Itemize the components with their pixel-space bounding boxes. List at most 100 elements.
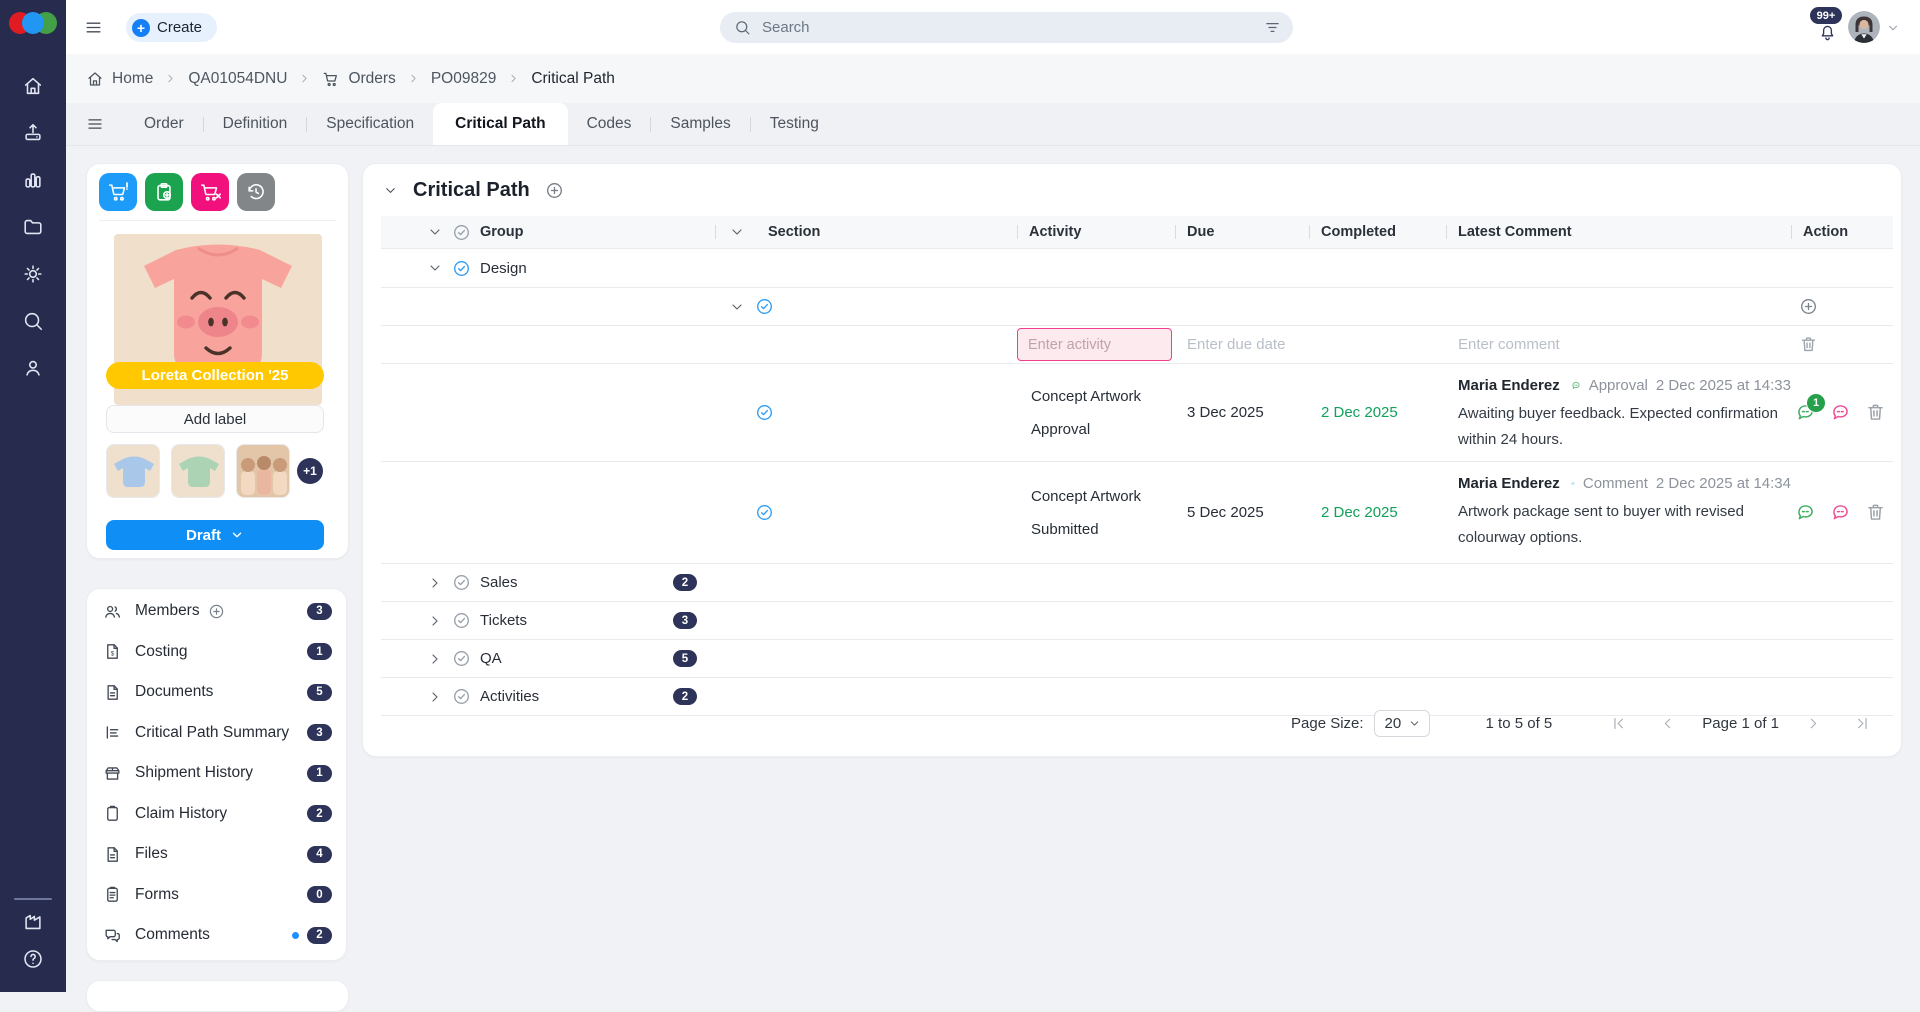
breadcrumb-style[interactable]: QA01054DNU (188, 69, 288, 87)
avatar[interactable] (1848, 11, 1880, 43)
thumbnail-green-onesie[interactable] (171, 444, 225, 498)
collapse-chevron-icon[interactable] (383, 183, 398, 198)
check-circle-icon[interactable] (452, 259, 471, 278)
breadcrumb-home[interactable]: Home (86, 70, 153, 88)
menu-item-files[interactable]: Files 4 (87, 834, 346, 875)
breadcrumb-order-number[interactable]: PO09829 (430, 69, 497, 87)
group-row-sales[interactable]: Sales 2 (381, 564, 1893, 602)
task-row-concept-artwork-submitted[interactable]: Concept Artwork Submitted 5 Dec 2025 2 D… (381, 462, 1893, 564)
factory-icon[interactable] (22, 911, 44, 933)
next-page-icon[interactable] (1805, 715, 1822, 732)
chevron-down-icon[interactable] (729, 299, 745, 315)
tab-critical-path[interactable]: Critical Path (433, 103, 568, 145)
hamburger-menu-icon[interactable] (84, 18, 103, 37)
menu-item-documents[interactable]: Documents 5 (87, 672, 346, 713)
history-button[interactable] (237, 173, 275, 211)
analytics-icon[interactable] (22, 169, 44, 191)
tab-definition[interactable]: Definition (222, 115, 288, 132)
tab-samples[interactable]: Samples (670, 115, 731, 132)
reject-comments-button[interactable] (1830, 502, 1851, 523)
breadcrumb-separator-icon (507, 72, 520, 85)
order-cart-button[interactable] (99, 173, 137, 211)
delete-row-icon[interactable] (1799, 335, 1818, 354)
menu-item-members[interactable]: Members 3 (87, 591, 346, 632)
activity-input[interactable] (1017, 328, 1172, 361)
breadcrumb-orders[interactable]: Orders (322, 70, 396, 88)
thumbnail-babies-photo[interactable] (236, 444, 290, 498)
tab-testing[interactable]: Testing (769, 115, 819, 132)
menu-item-claim-history[interactable]: Claim History 2 (87, 794, 346, 835)
delete-task-button[interactable] (1865, 402, 1886, 423)
group-row-tickets[interactable]: Tickets 3 (381, 602, 1893, 640)
tab-codes[interactable]: Codes (586, 115, 632, 132)
thumbnail-blue-onesie[interactable] (106, 444, 160, 498)
check-circle-icon[interactable] (755, 297, 774, 316)
check-circle-icon[interactable] (452, 573, 471, 592)
notifications-button[interactable]: 99+ (1810, 7, 1844, 45)
user-icon[interactable] (22, 357, 44, 379)
menu-item-costing[interactable]: Costing 1 (87, 632, 346, 673)
delete-task-button[interactable] (1865, 502, 1886, 523)
search-input[interactable] (760, 18, 1255, 37)
check-circle-icon[interactable] (452, 611, 471, 630)
first-page-icon[interactable] (1610, 715, 1627, 732)
group-label: QA (480, 650, 502, 667)
approval-comments-button[interactable] (1795, 502, 1816, 523)
chevron-down-icon[interactable] (729, 224, 745, 240)
help-icon[interactable] (22, 948, 44, 970)
due-date-placeholder[interactable]: Enter due date (1187, 336, 1286, 353)
menu-item-shipment-history[interactable]: Shipment History 1 (87, 753, 346, 794)
add-label-button[interactable]: Add label (106, 405, 324, 433)
last-page-icon[interactable] (1854, 715, 1871, 732)
chevron-down-icon[interactable] (427, 224, 443, 240)
clipboard-plus-icon (153, 181, 175, 203)
folder-icon[interactable] (22, 216, 44, 238)
menu-item-critical-path-summary[interactable]: Critical Path Summary 3 (87, 713, 346, 754)
group-row-design[interactable]: Design (381, 249, 1893, 288)
check-circle-icon[interactable] (452, 649, 471, 668)
due-date[interactable]: 3 Dec 2025 (1187, 404, 1264, 421)
account-chevron-down-icon[interactable] (1886, 21, 1900, 35)
more-images-badge[interactable]: +1 (297, 458, 323, 484)
reject-comments-button[interactable] (1830, 402, 1851, 423)
completed-date[interactable]: 2 Dec 2025 (1321, 504, 1398, 521)
create-button[interactable]: + Create (126, 13, 218, 42)
menu-item-forms[interactable]: Forms 0 (87, 875, 346, 916)
chevron-right-icon[interactable] (427, 613, 443, 629)
add-critical-path-icon[interactable] (545, 181, 564, 200)
settings-gear-icon[interactable] (22, 263, 44, 285)
home-icon[interactable] (22, 75, 44, 97)
search-rail-icon[interactable] (22, 310, 44, 332)
chevron-right-icon[interactable] (427, 651, 443, 667)
status-dropdown-button[interactable]: Draft (106, 520, 324, 550)
task-row-concept-artwork-approval[interactable]: Concept Artwork Approval 3 Dec 2025 2 De… (381, 364, 1893, 462)
previous-page-icon[interactable] (1659, 715, 1676, 732)
check-circle-icon[interactable] (755, 403, 774, 422)
add-activity-icon[interactable] (1799, 297, 1818, 316)
menu-item-comments[interactable]: Comments 2 (87, 915, 346, 956)
tab-specification[interactable]: Specification (326, 115, 415, 132)
collection-label-badge[interactable]: Loreta Collection '25 (106, 362, 324, 389)
page-size-select[interactable]: 20 (1373, 710, 1430, 737)
chevron-down-icon[interactable] (427, 260, 443, 276)
group-row-qa[interactable]: QA 5 (381, 640, 1893, 678)
completed-date[interactable]: 2 Dec 2025 (1321, 404, 1398, 421)
group-row-activities[interactable]: Activities 2 (381, 678, 1893, 716)
comment-placeholder[interactable]: Enter comment (1458, 336, 1560, 353)
chevron-right-icon[interactable] (427, 689, 443, 705)
upload-icon[interactable] (22, 122, 44, 144)
approval-comments-button[interactable]: 1 (1795, 393, 1826, 423)
filter-icon[interactable] (1264, 19, 1281, 36)
add-member-icon[interactable] (208, 603, 225, 620)
tabs-menu-icon[interactable] (86, 115, 104, 133)
check-circle-icon[interactable] (452, 687, 471, 706)
app-logo[interactable] (9, 12, 57, 36)
check-circle-icon[interactable] (452, 223, 471, 242)
due-date[interactable]: 5 Dec 2025 (1187, 504, 1264, 521)
add-to-order-button[interactable] (145, 173, 183, 211)
chevron-right-icon[interactable] (427, 575, 443, 591)
section-row[interactable] (381, 288, 1893, 326)
check-circle-icon[interactable] (755, 503, 774, 522)
tab-order[interactable]: Order (144, 115, 184, 132)
remove-from-order-button[interactable] (191, 173, 229, 211)
